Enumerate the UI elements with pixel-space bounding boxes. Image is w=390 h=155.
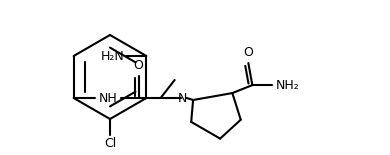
Text: H₂N: H₂N — [101, 49, 124, 62]
Text: NH₂: NH₂ — [275, 79, 299, 92]
Text: O: O — [134, 59, 144, 72]
Text: NH: NH — [99, 91, 117, 104]
Text: N: N — [178, 91, 187, 104]
Text: Cl: Cl — [104, 137, 116, 150]
Text: O: O — [243, 46, 253, 59]
